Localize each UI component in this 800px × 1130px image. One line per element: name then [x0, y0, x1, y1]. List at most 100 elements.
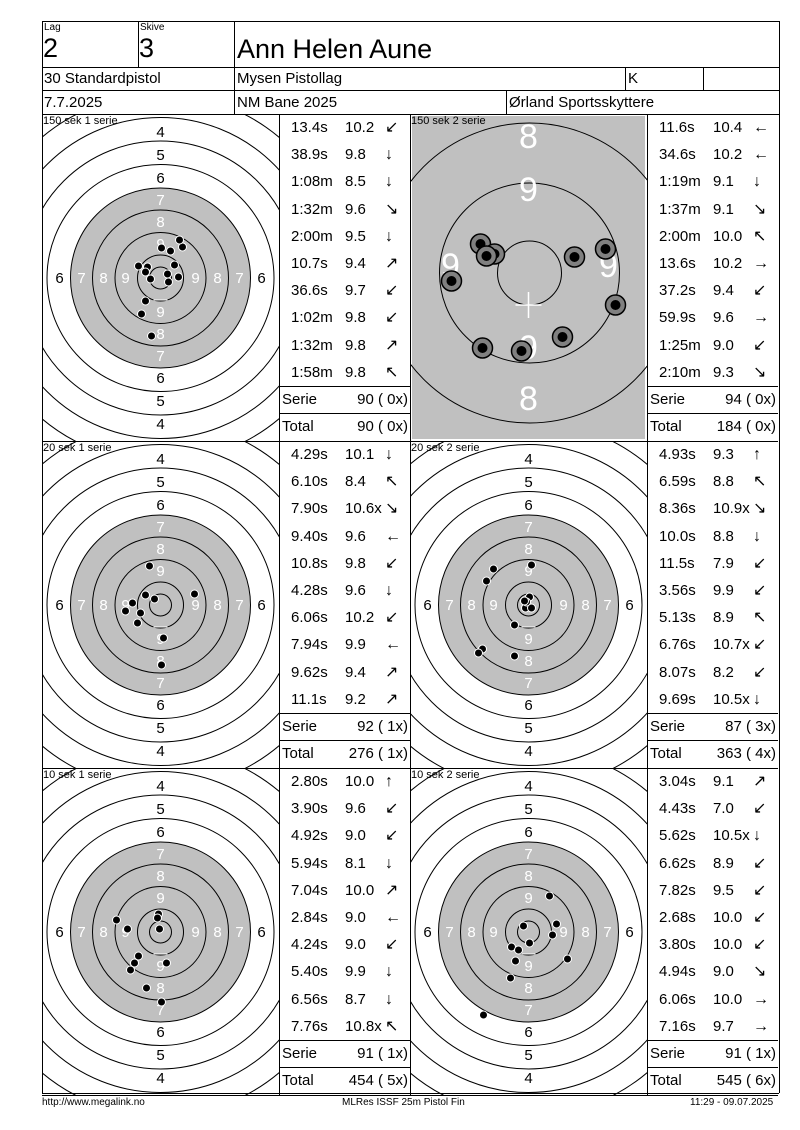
shot-row: 6.10s 8.4 ↖: [279, 468, 410, 495]
ring: [114, 232, 207, 324]
ring-number: 4: [156, 743, 164, 760]
shot-score: 9.8: [345, 336, 366, 354]
shot-row: 1:08m 8.5 ↓: [279, 168, 410, 195]
shot-hit: [170, 260, 179, 270]
shot-score: 8.8: [713, 527, 734, 545]
total-label: Total: [650, 418, 682, 435]
shot-time: 7.82s: [659, 881, 696, 899]
shot-hit: [489, 564, 498, 574]
total-score: 276 ( 1x): [348, 745, 408, 762]
shot-hit: [150, 594, 159, 604]
shot-row: 7.82s 9.5 ↙: [647, 877, 778, 904]
ring: [42, 140, 279, 416]
shot-score: 10.8x: [345, 1017, 382, 1035]
direction-arrow-icon: ↓: [385, 146, 393, 164]
shot-hit: [153, 913, 162, 923]
shot-time: 9.40s: [291, 527, 328, 545]
shot-time: 1:32m: [291, 336, 333, 354]
direction-arrow-icon: ↓: [753, 527, 761, 545]
shot-score: 7.9: [713, 554, 734, 572]
lag-label: Lag: [44, 22, 61, 33]
ring-number: 6: [55, 597, 63, 614]
ring-number: 9: [524, 958, 532, 975]
ring: [46, 818, 275, 1046]
shot-score: 9.5: [713, 881, 734, 899]
ring-number: 4: [524, 743, 532, 760]
shot-hit: [552, 919, 561, 929]
shot-time: 11.6s: [659, 119, 695, 136]
ring: [410, 467, 647, 743]
shot-time: 6.59s: [659, 473, 696, 491]
direction-arrow-icon: ↙: [385, 282, 399, 300]
shot-row: 2.84s 9.0 ←: [279, 904, 410, 931]
shot-time: 6.06s: [291, 609, 328, 627]
ring-number: 8: [156, 541, 164, 558]
total-label: Total: [282, 1072, 314, 1089]
ring-number: 6: [625, 924, 633, 941]
ring: [42, 444, 279, 766]
shot-time: 2:00m: [291, 227, 333, 245]
direction-arrow-icon: ↑: [385, 773, 393, 790]
shot-time: 37.2s: [659, 282, 696, 300]
ring: [42, 467, 279, 743]
class-code: K: [628, 70, 639, 87]
shot-score: 9.7: [713, 1017, 734, 1035]
serie-score: 94 ( 0x): [725, 391, 776, 408]
shot-row: 2:10m 9.3 ↘: [647, 359, 778, 386]
ring-number: 9: [519, 171, 538, 209]
shot-time: 5.62s: [659, 827, 696, 845]
direction-arrow-icon: ↖: [385, 473, 399, 491]
shot-row: 1:02m 9.8 ↙: [279, 304, 410, 331]
shot-hit: [511, 956, 520, 966]
ring-number: 4: [524, 1070, 532, 1087]
ring: [42, 771, 279, 1093]
shot-time: 3.56s: [659, 582, 696, 599]
ring-number: 5: [524, 474, 532, 491]
shot-row: 4.94s 9.0 ↘: [647, 958, 778, 985]
shot-score: 8.5: [345, 173, 366, 191]
direction-arrow-icon: ↙: [753, 663, 767, 681]
shot-hit: [134, 951, 143, 961]
shot-hit: [136, 608, 145, 618]
direction-arrow-icon: ↙: [385, 936, 399, 954]
shot-row: 10.0s 8.8 ↓: [647, 523, 778, 550]
ring-number: 7: [524, 846, 532, 863]
serie-label: Serie: [282, 391, 318, 408]
shot-time: 6.56s: [291, 990, 328, 1008]
shot-time: 4.93s: [659, 446, 696, 463]
shot-score: 9.8: [345, 554, 366, 572]
shot-time: 4.92s: [291, 827, 328, 845]
shot-row: 6.56s 8.7 ↓: [279, 986, 410, 1013]
footer-url[interactable]: http://www.megalink.no: [42, 1097, 145, 1108]
shot-hit: [482, 576, 491, 586]
aiming-area: [70, 514, 251, 696]
ring-number: 8: [156, 326, 164, 343]
shot-row: 6.62s 8.9 ↙: [647, 850, 778, 877]
shot-hit: [174, 272, 183, 282]
ring-number: 4: [156, 416, 164, 433]
shot-row: 7.90s 10.6x ↘: [279, 495, 410, 522]
shot-time: 3.04s: [659, 773, 696, 790]
direction-arrow-icon: ↙: [753, 282, 767, 300]
shot-row: 11.6s 10.4 ←: [647, 114, 778, 141]
ring: [410, 444, 647, 766]
shot-hit: [157, 997, 166, 1007]
ring: [460, 536, 597, 674]
shooter-name: Ann Helen Aune: [237, 34, 433, 64]
shot-score: 9.3: [713, 363, 734, 381]
competition-name: NM Bane 2025: [237, 94, 338, 111]
shot-hit: [166, 246, 175, 256]
shot-hit: [510, 651, 519, 661]
shot-hit: [157, 660, 166, 670]
shot-row: 7.04s 10.0 ↗: [279, 877, 410, 904]
shot-hit: [137, 309, 146, 319]
ring-number: 7: [235, 924, 243, 941]
shot-time: 2.68s: [659, 909, 696, 926]
shot-score: 9.7: [345, 282, 366, 300]
ring-number: 7: [235, 270, 243, 287]
shot-time: 2:10m: [659, 363, 701, 381]
aiming-area: [438, 841, 619, 1023]
shot-time: 34.6s: [659, 146, 696, 164]
